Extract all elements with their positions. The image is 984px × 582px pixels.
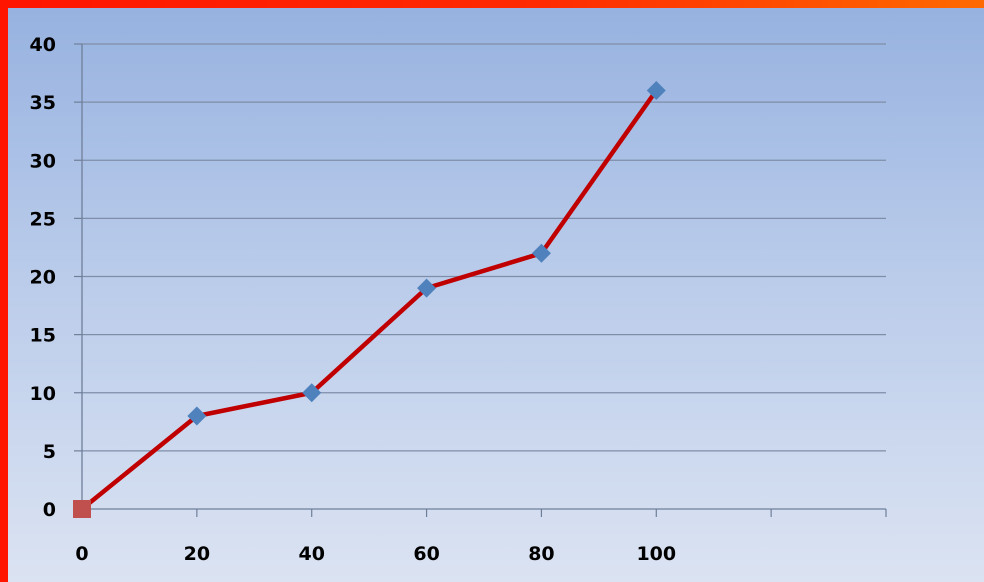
data-point-marker: [531, 243, 551, 263]
y-tick-label: 35: [30, 92, 56, 114]
top-accent-strip: [0, 0, 984, 8]
y-tick-label: 40: [30, 34, 56, 56]
x-tick-label: 100: [636, 543, 676, 565]
y-tick-label: 25: [30, 208, 56, 230]
y-tick-label: 30: [30, 150, 56, 172]
x-tick-label: 0: [75, 543, 88, 565]
y-tick-label: 15: [30, 325, 56, 347]
series-line: [79, 88, 659, 512]
chart-background: [8, 8, 984, 582]
y-tick-label: 10: [30, 383, 56, 405]
x-tick-label: 20: [184, 543, 210, 565]
x-tick-label: 60: [413, 543, 439, 565]
x-tick-label: 40: [298, 543, 324, 565]
y-tick-label: 0: [43, 499, 56, 521]
data-point-marker: [302, 383, 322, 403]
data-point-marker: [187, 406, 207, 426]
data-point-marker: [417, 278, 437, 298]
left-accent-strip: [0, 0, 8, 582]
y-tick-label: 5: [43, 441, 56, 463]
x-tick-label: 80: [528, 543, 554, 565]
y-tick-label: 20: [30, 267, 56, 289]
data-point-marker: [646, 81, 666, 100]
data-point-marker: [73, 500, 91, 518]
